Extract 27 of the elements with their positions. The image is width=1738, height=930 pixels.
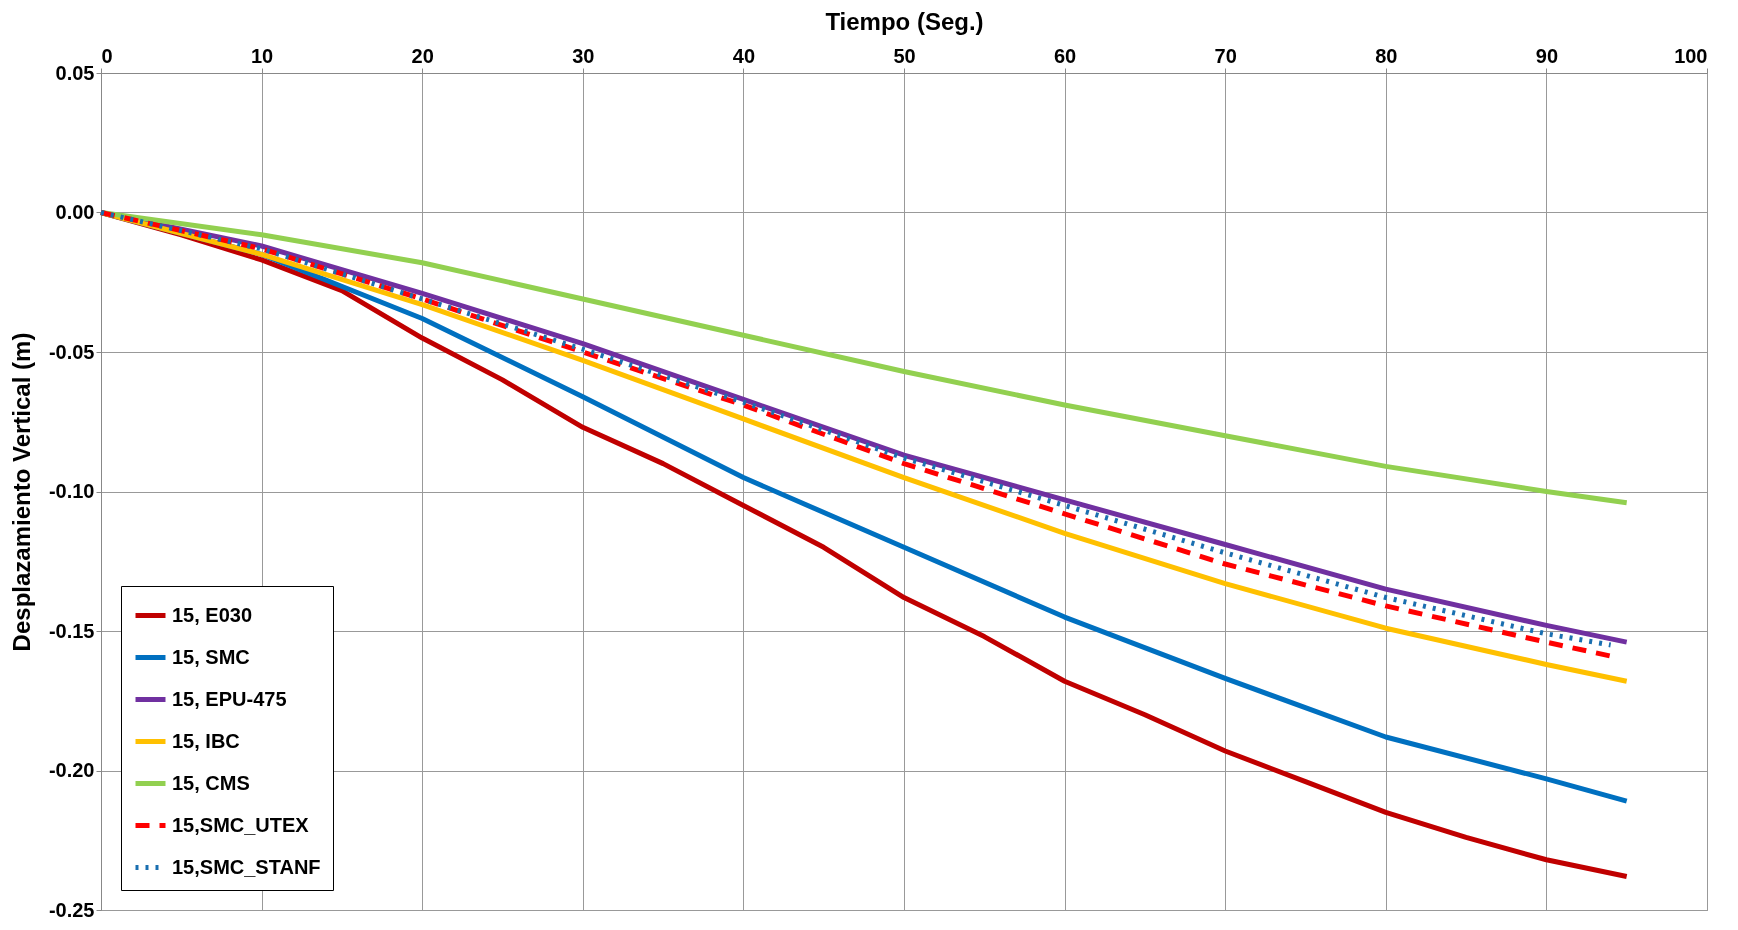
x-tick-label: 50 [893,44,916,67]
y-tick-label: 0.05 [55,61,95,84]
y-tick-label: -0.05 [48,340,95,363]
legend-label: 15, E030 [172,603,253,626]
x-tick-label: 80 [1375,44,1398,67]
y-tick-label: -0.15 [48,619,95,642]
legend-label: 15,SMC_STANF [172,855,321,878]
y-tick-label: -0.20 [48,759,95,781]
x-tick-label: 10 [250,44,274,67]
x-tick-label: 90 [1535,44,1559,67]
y-tick-label: -0.10 [48,480,95,502]
x-tick-label: 0 [101,44,113,67]
y-tick-label: 0.00 [55,201,95,223]
x-axis-title: Tiempo (Seg.) [825,7,984,35]
legend-label: 15, SMC [172,645,250,668]
x-tick-label: 100 [1674,44,1708,67]
y-tick-label: -0.25 [48,898,95,921]
legend-label: 15, CMS [172,771,250,794]
legend-label: 15,SMC_UTEX [172,813,310,836]
legend-label: 15, IBC [172,729,240,752]
legend-label: 15, EPU-475 [172,687,287,710]
y-axis-title: Desplazamiento Vertical (m) [7,332,35,652]
x-tick-label: 30 [572,44,595,67]
x-tick-label: 40 [732,44,756,67]
x-tick-label: 70 [1214,44,1237,67]
x-tick-label: 20 [411,44,434,67]
x-tick-label: 60 [1053,44,1077,67]
